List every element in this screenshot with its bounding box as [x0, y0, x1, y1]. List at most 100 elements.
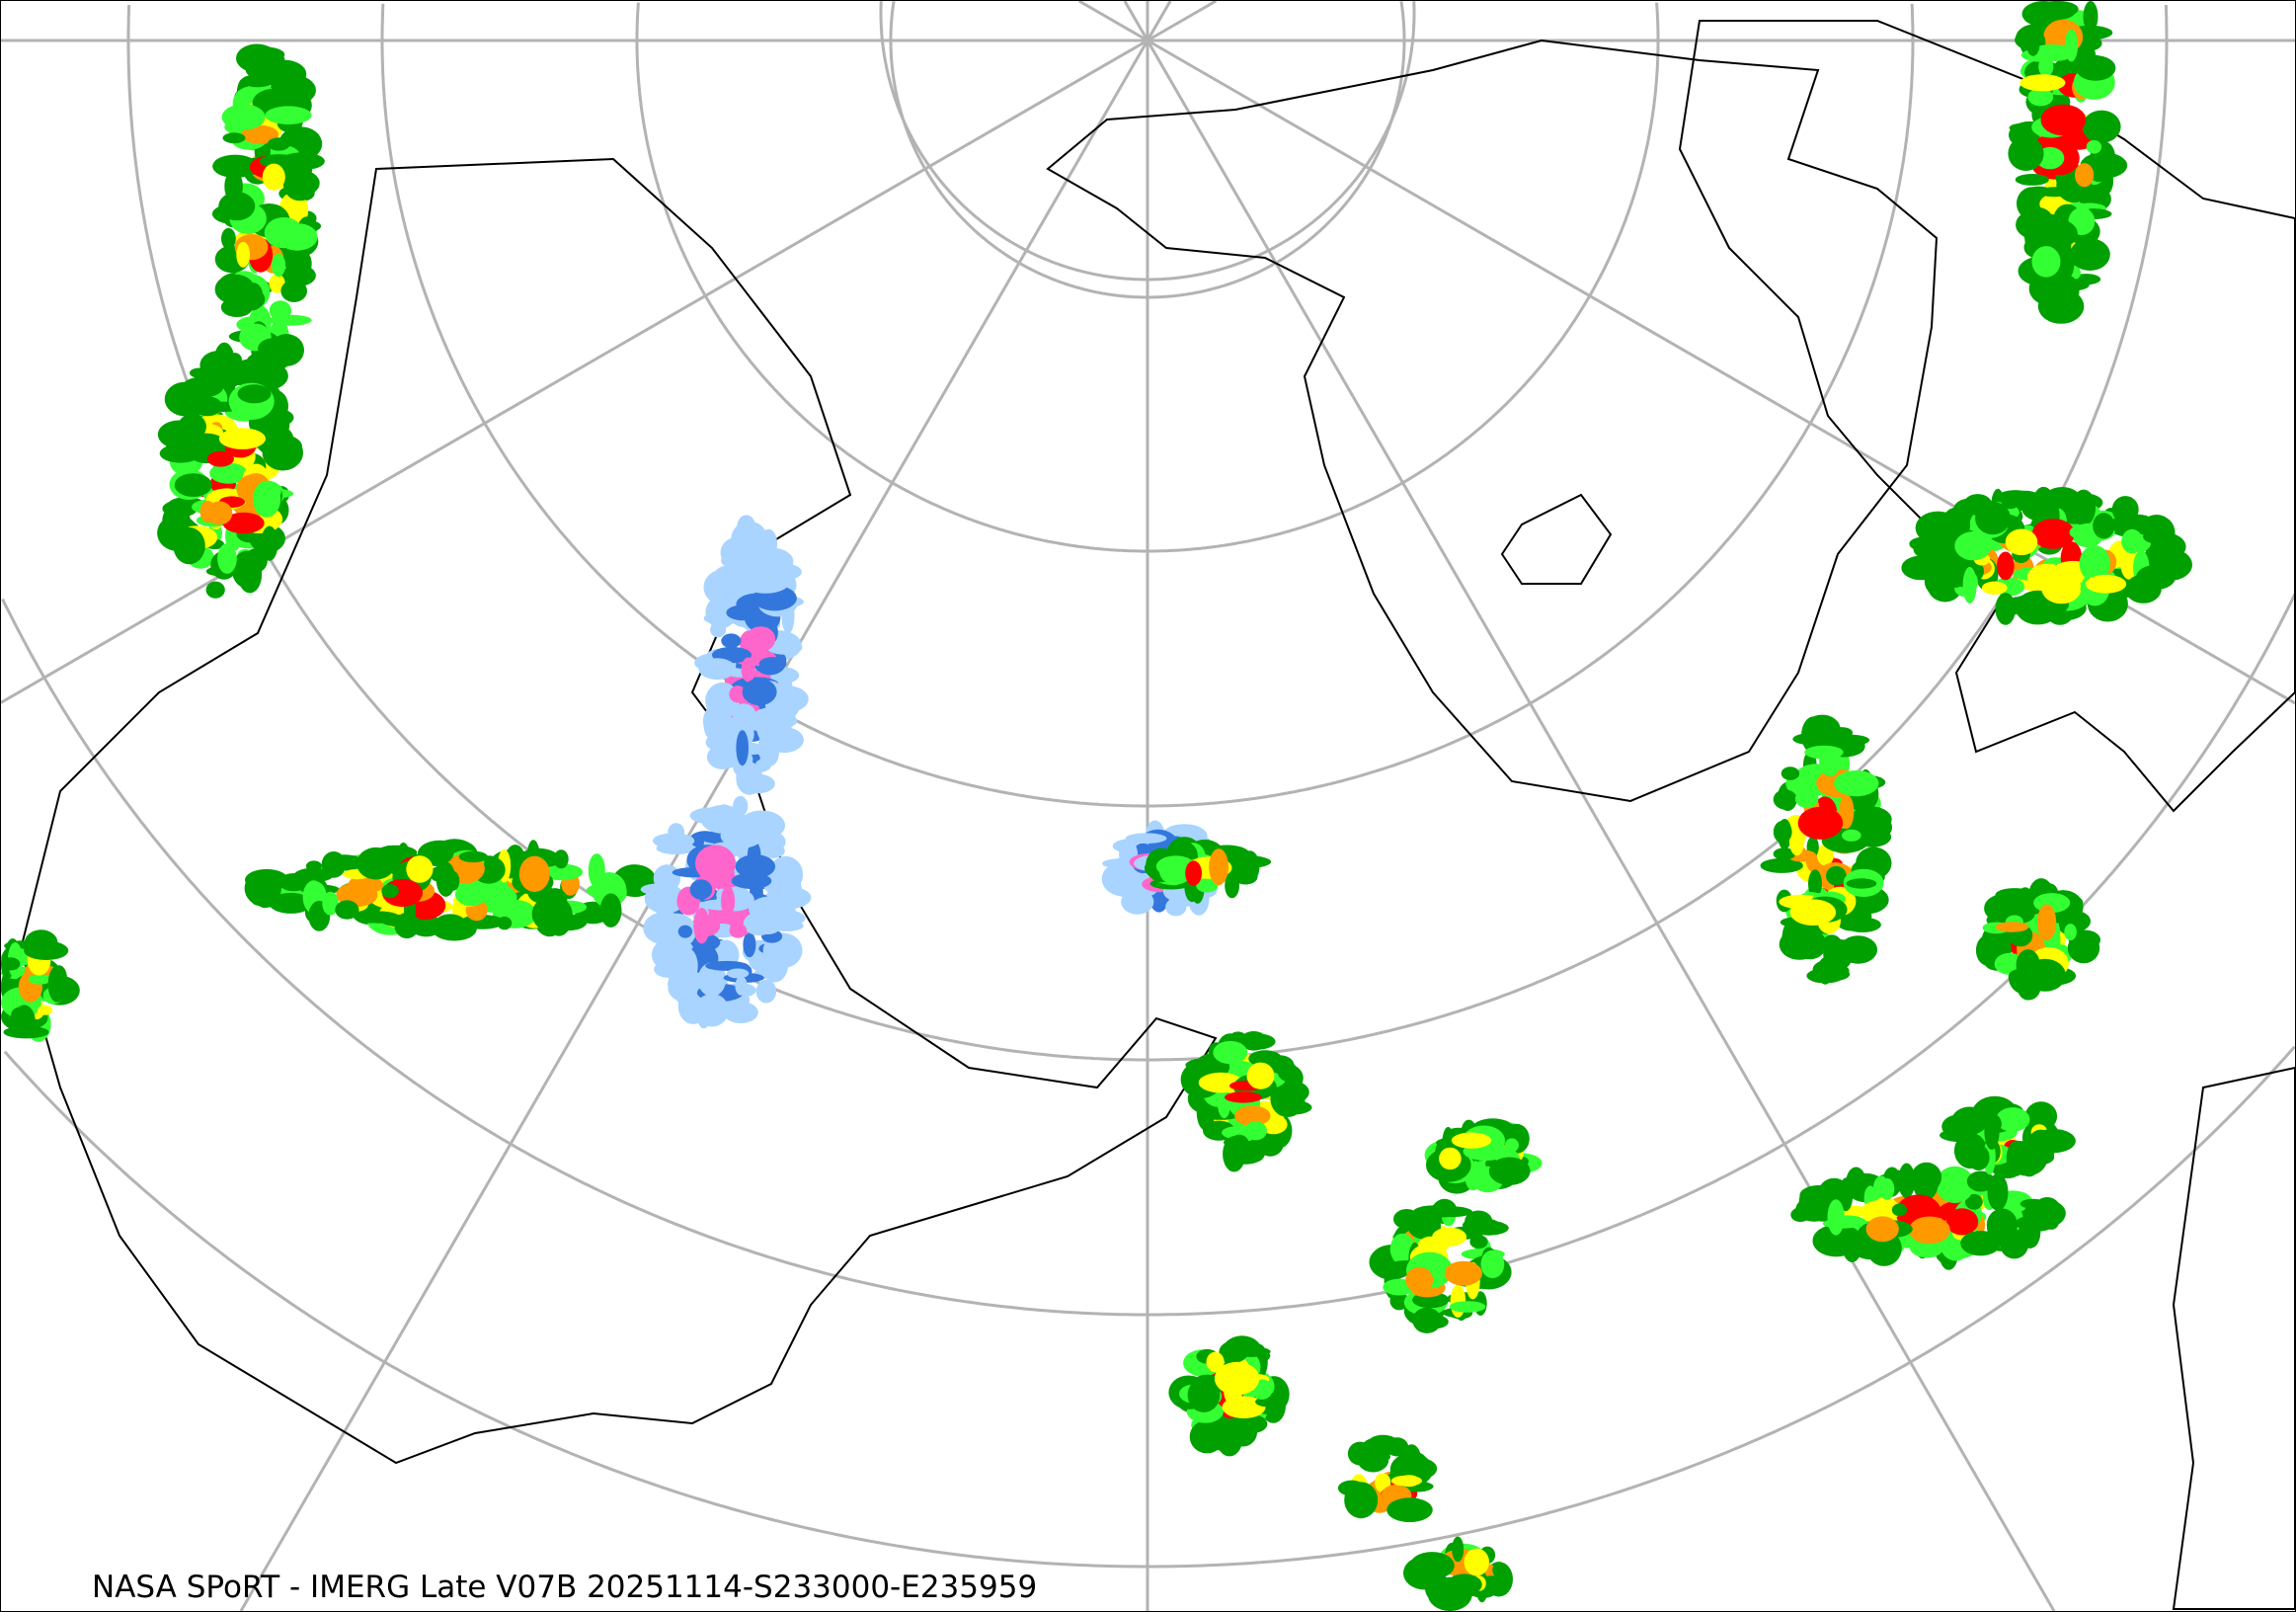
precip-cell	[1386, 1497, 1433, 1523]
precip-cell	[322, 891, 339, 916]
precip-cell	[2006, 1140, 2027, 1176]
precip-cell	[2015, 1215, 2057, 1232]
precip-cell	[1452, 1536, 1465, 1563]
precip-cell	[2071, 489, 2097, 526]
precip-cell	[1451, 1132, 1492, 1149]
precip-cell	[1439, 1147, 1462, 1170]
precip-cell	[1187, 1377, 1221, 1412]
precip-cell	[261, 525, 278, 561]
precip-cell	[656, 913, 696, 949]
precip-cell	[165, 441, 183, 457]
precip-cell	[265, 106, 312, 124]
precip-cell	[236, 241, 251, 268]
latitude-circle	[1399, 1, 1406, 40]
precip-cell	[1962, 566, 1977, 604]
precip-cell	[1234, 1105, 1271, 1126]
latitude-circle	[2164, 4, 2169, 40]
precip-cell	[262, 163, 285, 191]
precip-cell	[1233, 1418, 1248, 1443]
precip-cell	[656, 842, 696, 855]
precip-cell	[1773, 847, 1796, 860]
precip-cell	[164, 381, 206, 417]
precip-cell	[541, 863, 584, 881]
precip-cell	[1808, 869, 1822, 899]
precip-cell	[1409, 1552, 1455, 1579]
precip-cell	[38, 1005, 52, 1015]
precip-cell	[1121, 889, 1154, 915]
precip-cell	[2000, 1229, 2029, 1259]
precip-cell	[764, 713, 798, 728]
precip-cell	[2026, 563, 2068, 592]
precip-cell	[1189, 1419, 1225, 1454]
precip-cell	[497, 916, 513, 930]
precipitation-overlay	[1, 1, 2192, 1611]
precip-cell	[24, 940, 69, 961]
precip-cell	[2005, 528, 2038, 556]
precip-cell	[2083, 1, 2098, 33]
precip-cell	[1405, 1266, 1434, 1293]
precip-cell	[1432, 1200, 1456, 1218]
precip-cell	[11, 1007, 30, 1023]
precip-cell	[2082, 110, 2121, 143]
precip-cell	[2086, 139, 2102, 154]
precip-cell	[2024, 1101, 2058, 1131]
precip-cell	[1995, 593, 2017, 625]
precip-cell	[217, 543, 237, 574]
precip-cell	[1842, 829, 1861, 842]
precip-cell	[1827, 1199, 1845, 1236]
precip-cell	[723, 1002, 758, 1023]
precip-cell	[213, 360, 244, 388]
precip-cell	[1185, 860, 1202, 886]
precip-cell	[1915, 511, 1961, 545]
precip-cell	[1232, 855, 1252, 874]
precip-cell	[1, 957, 21, 971]
latitude-circle	[380, 3, 1915, 808]
precip-cell	[2064, 29, 2079, 62]
precip-cell	[1794, 789, 1819, 808]
precip-cell	[721, 555, 734, 567]
precip-cell	[726, 604, 760, 621]
precip-cell	[1450, 1284, 1466, 1318]
precip-cell	[173, 526, 205, 565]
precip-cell	[446, 870, 460, 891]
meridian-line	[239, 40, 1149, 1611]
precip-cell	[2079, 545, 2110, 582]
precip-cell	[1997, 551, 2015, 581]
precip-cell	[1826, 865, 1847, 886]
precip-cell	[1913, 541, 1933, 557]
precip-cell	[1967, 1144, 1990, 1170]
precip-cell	[2085, 574, 2127, 594]
precip-cell	[1227, 1147, 1264, 1165]
precip-cell	[2027, 88, 2054, 107]
precip-cell	[2019, 1198, 2046, 1209]
precip-cell	[1446, 1573, 1482, 1596]
precip-cell	[721, 633, 742, 649]
precip-cell	[2075, 55, 2116, 81]
precip-cell	[206, 450, 234, 467]
precip-cell	[1891, 1203, 1908, 1217]
meridian-line	[1123, 1, 1149, 41]
precip-cell	[1399, 1451, 1428, 1473]
precip-cell	[1865, 1216, 1899, 1243]
precip-cell	[2015, 174, 2049, 186]
precip-cell	[709, 574, 748, 587]
precip-cell	[2037, 904, 2057, 941]
precip-cell	[2067, 932, 2100, 964]
precip-cell	[271, 63, 285, 80]
precip-cell	[729, 685, 747, 703]
precip-cell	[736, 730, 749, 766]
precip-cell	[454, 883, 488, 907]
precip-cell	[1196, 878, 1219, 893]
precip-cell	[764, 727, 804, 754]
meridian-line	[1147, 1, 1218, 42]
precip-cell	[721, 886, 736, 917]
precip-cell	[2030, 218, 2078, 250]
precip-cell	[1960, 1111, 1994, 1130]
meridian-line	[1077, 1, 1148, 42]
precip-cell	[1165, 898, 1187, 917]
precip-cell	[222, 132, 246, 144]
precip-cell	[758, 657, 787, 671]
precip-cell	[1822, 964, 1850, 977]
